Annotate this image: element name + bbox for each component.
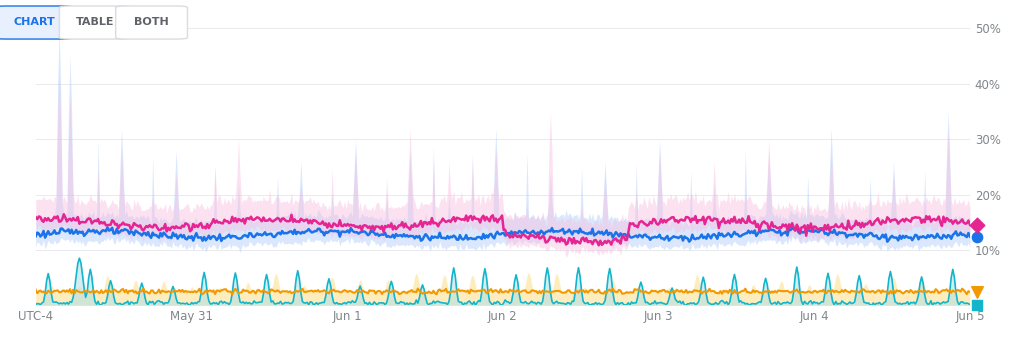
Point: [969, 222, 985, 228]
Point: [969, 302, 985, 307]
Text: BOTH: BOTH: [134, 17, 168, 27]
Text: CHART: CHART: [13, 17, 55, 27]
FancyBboxPatch shape: [115, 6, 188, 39]
FancyBboxPatch shape: [0, 6, 74, 39]
Point: [969, 234, 985, 239]
FancyBboxPatch shape: [59, 6, 131, 39]
Point: [969, 289, 985, 295]
Text: TABLE: TABLE: [76, 17, 114, 27]
